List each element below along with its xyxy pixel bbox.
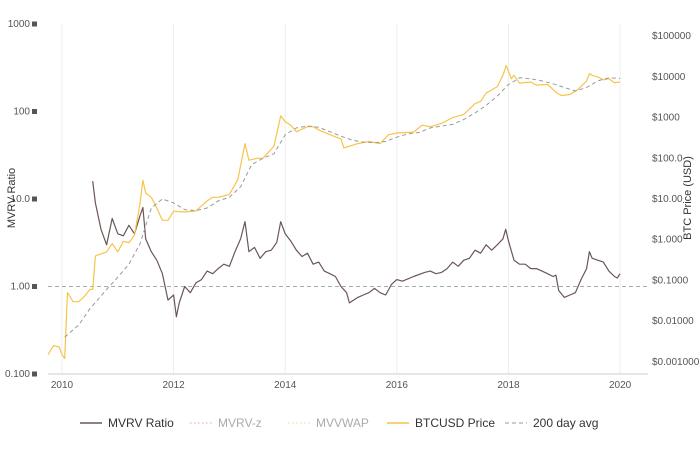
- btcusd-price-line: [47, 65, 621, 360]
- legend-label: MVVWAP: [316, 416, 369, 430]
- x-tick-label: 2012: [162, 380, 185, 391]
- legend-label: 200 day avg: [533, 416, 598, 430]
- y-left-tick-marker: [32, 21, 37, 27]
- 200-day-avg-line: [64, 77, 621, 338]
- x-tick-label: 2020: [609, 380, 632, 391]
- mvrv-ratio-line: [92, 181, 621, 318]
- y-right-tick-label: $100000: [652, 31, 691, 42]
- legend-label: MVRV-z: [218, 416, 262, 430]
- x-tick-label: 2010: [51, 380, 74, 391]
- x-tick-label: 2018: [497, 380, 520, 391]
- y-left-tick-marker: [32, 196, 37, 202]
- legend: MVRV Ratio MVRV-z MVVWAP BTCUSD Price 200 da…: [80, 416, 598, 430]
- y-right-tick-label: $100.0: [652, 153, 683, 164]
- y-right-tick-label: $0.001000: [652, 357, 700, 368]
- y-right-axis-title: BTC Price (USD): [682, 156, 694, 240]
- y-right-tick-label: $0.01000: [652, 316, 694, 327]
- y-left-tick-label: 10.0: [11, 194, 31, 205]
- legend-label: MVRV Ratio: [108, 416, 174, 430]
- x-tick-label: 2014: [274, 380, 297, 391]
- y-right-tick-label: $1000: [652, 113, 680, 124]
- y-right-tick-label: $1.000: [652, 235, 683, 246]
- axis-layer: 2010 2012 2014 2016 2018 2020 0.100 1.00 10.0 100…: [5, 19, 700, 391]
- y-right-tick-label: $0.1000: [652, 275, 689, 286]
- x-tick-label: 2016: [386, 380, 409, 391]
- y-left-tick-label: 100: [13, 107, 30, 118]
- y-left-tick-marker: [32, 371, 37, 377]
- y-left-axis-title: MVRV Ratio: [6, 168, 18, 228]
- y-left-tick-marker: [32, 109, 37, 114]
- y-right-tick-label: $10000: [652, 72, 686, 83]
- y-left-tick-marker: [32, 284, 37, 289]
- y-left-tick-label: 1.00: [11, 282, 31, 293]
- legend-label: BTCUSD Price: [415, 416, 495, 430]
- y-right-tick-label: $10.00: [652, 194, 683, 205]
- y-left-tick-label: 0.100: [5, 369, 30, 380]
- grid-lines: [61, 24, 621, 374]
- y-left-tick-label: 1000: [8, 19, 31, 30]
- series-layer: [47, 65, 621, 360]
